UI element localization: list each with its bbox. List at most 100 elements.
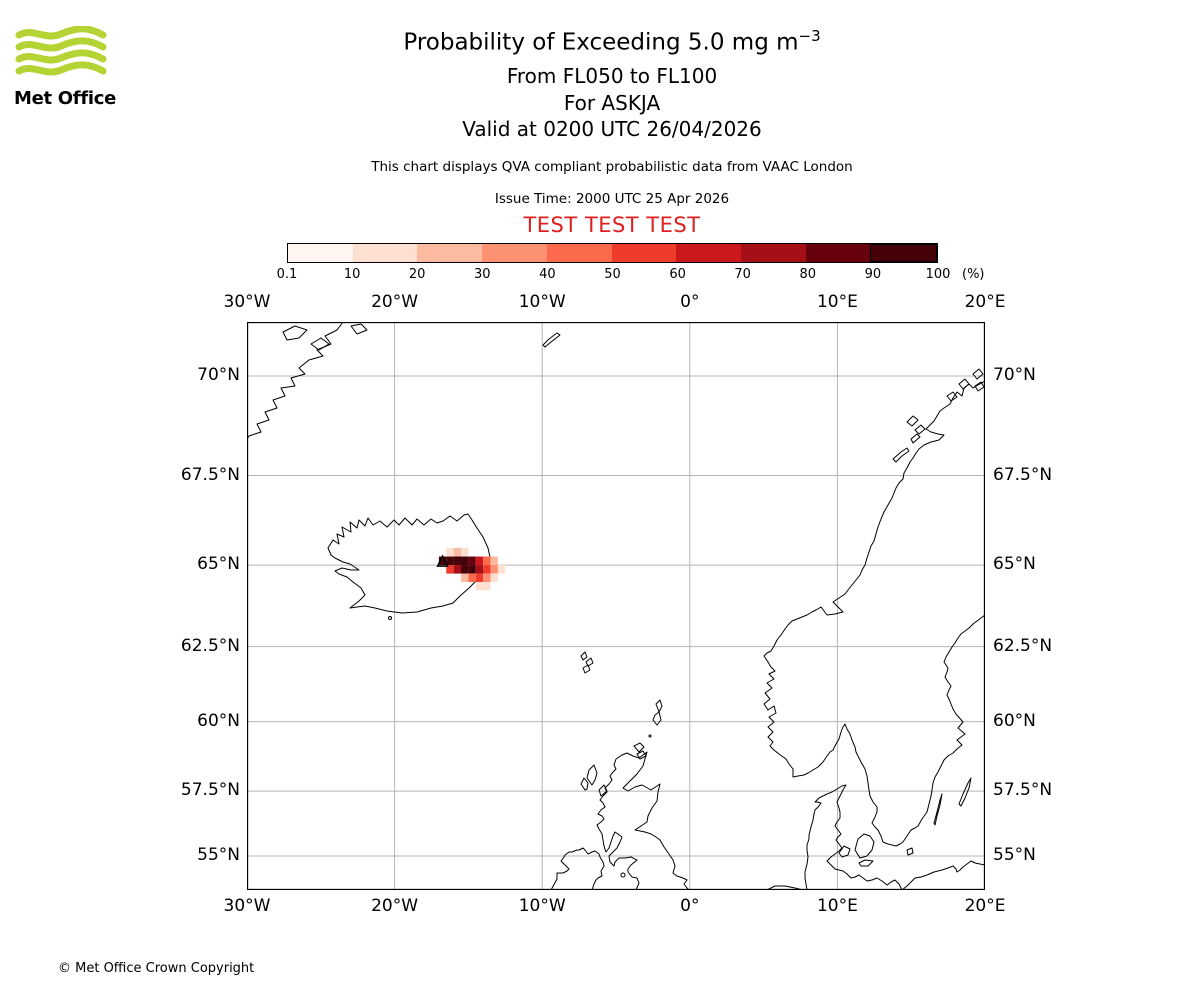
- lat-tick-label-right: 65°N: [993, 554, 1036, 575]
- colorbar-tick-label: 100: [925, 267, 951, 282]
- coastline-ireland: [550, 847, 605, 890]
- coastline-greenland: [247, 322, 344, 440]
- colorbar-segment: [482, 244, 547, 262]
- met-office-logo-text: Met Office: [14, 88, 117, 109]
- chart-title-text: Probability of Exceeding 5.0 mg m: [403, 29, 799, 56]
- ash-cell: [453, 565, 462, 574]
- colorbar-tick-label: 40: [539, 267, 556, 282]
- coastline-shetland-2: [652, 711, 662, 726]
- coastline-scandinavia: [763, 380, 985, 847]
- ash-cell: [483, 565, 491, 574]
- logo-waves: [15, 26, 107, 76]
- coastline-vesteralen-1: [906, 415, 919, 427]
- colorbar-tick-label: 0.1: [276, 267, 298, 282]
- ash-cell: [468, 565, 476, 574]
- lat-tick-label-right: 62.5°N: [993, 635, 1053, 656]
- coastline-baltic-south: [901, 860, 985, 890]
- ash-cell: [490, 565, 498, 574]
- chart-title-exponent: −3: [798, 27, 821, 45]
- coastline-hebrides-uist: [580, 777, 589, 791]
- colorbar-segment: [611, 244, 677, 262]
- volcano-triangle-icon: [436, 554, 449, 567]
- lat-tick-label-left: 55°N: [197, 844, 240, 865]
- lon-tick-label-top: 30°W: [223, 292, 271, 312]
- coastline-senja: [946, 391, 958, 402]
- map-svg: [247, 322, 985, 890]
- coastline-orkney-1: [633, 742, 645, 753]
- colorbar-segment: [740, 244, 806, 262]
- flight-level-line: From FL050 to FL100: [506, 64, 718, 88]
- coastline-german-bight: [766, 885, 804, 890]
- coastline-lofoten-2: [910, 433, 921, 444]
- chart-title: Probability of Exceeding 5.0 mg m−3: [212, 27, 1012, 56]
- ash-cell: [475, 581, 484, 591]
- ash-cell: [461, 547, 469, 557]
- lon-tick-label-top: 20°E: [964, 292, 1006, 312]
- colorbar-segment: [870, 244, 938, 262]
- lon-tick-label-top: 20°W: [371, 292, 419, 312]
- coastline-fyn: [838, 845, 851, 858]
- lon-tick-label-bottom: 20°W: [371, 896, 419, 916]
- colorbar-segment: [288, 244, 353, 262]
- colorbar-segment: [805, 244, 871, 262]
- colorbar-tick-label: 10: [343, 267, 361, 282]
- lat-tick-label-right: 60°N: [993, 710, 1036, 731]
- coastline-greenland-island-3: [350, 323, 368, 335]
- lat-tick-label-right: 67.5°N: [993, 464, 1053, 485]
- lon-tick-label-top: 0°: [680, 292, 700, 312]
- colorbar-tick-label: 20: [408, 267, 426, 282]
- coastline-shetland-1: [655, 699, 663, 713]
- coastline-vesteralen-2: [914, 424, 926, 435]
- ash-cell: [446, 556, 454, 566]
- lon-tick-label-top: 10°W: [518, 292, 566, 312]
- coastline-faroes-2: [585, 657, 594, 667]
- ash-cell: [438, 556, 447, 566]
- coastline-vestmannaeyjar: [388, 616, 392, 620]
- volcano-line: For ASKJA: [563, 91, 661, 115]
- coastline-greenland-island-1: [282, 325, 308, 341]
- ash-cell: [453, 556, 462, 566]
- ash-cell: [475, 556, 484, 566]
- coastline-lolland: [858, 859, 874, 867]
- lat-tick-label-right: 70°N: [993, 365, 1036, 385]
- ash-cell: [453, 547, 462, 557]
- coastline-jan-mayen: [542, 332, 561, 348]
- coastline-fair-isle: [648, 734, 652, 738]
- lon-tick-label-bottom: 10°W: [518, 896, 566, 916]
- coastline-isle-of-man: [620, 872, 626, 878]
- map-frame: [247, 322, 985, 890]
- coastlines-layer: [247, 322, 985, 890]
- coastline-jutland: [804, 784, 903, 890]
- ash-cell: [468, 556, 476, 566]
- ash-cell: [461, 565, 469, 574]
- ash-cell: [475, 573, 484, 582]
- lon-tick-label-bottom: 20°E: [964, 896, 1006, 916]
- lon-tick-label-top: 10°E: [816, 292, 858, 312]
- lon-tick-label-bottom: 30°W: [223, 896, 271, 916]
- test-banner: TEST TEST TEST: [523, 213, 701, 237]
- issue-time-line: Issue Time: 2000 UTC 25 Apr 2026: [494, 191, 730, 207]
- volcano-marker: [436, 554, 449, 567]
- ash-cell: [483, 573, 491, 582]
- colorbar-segment: [546, 244, 612, 262]
- coastline-troms-island-1: [958, 378, 970, 390]
- colorbar-tick-label: 70: [734, 267, 751, 282]
- copyright: © Met Office Crown Copyright: [58, 961, 255, 976]
- ash-cell: [446, 547, 454, 557]
- colorbar-unit-label: (%): [962, 267, 985, 282]
- lon-tick-label-bottom: 10°E: [816, 896, 858, 916]
- lat-tick-label-left: 70°N: [197, 365, 240, 385]
- colorbar-tick-label: 30: [474, 267, 491, 282]
- lat-tick-label-left: 60°N: [197, 710, 240, 731]
- ash-cell: [490, 556, 498, 566]
- coastline-zealand: [854, 833, 875, 859]
- qva-description: This chart displays QVA compliant probab…: [371, 159, 853, 175]
- coastline-lofoten-1: [892, 447, 910, 463]
- ash-cell: [461, 556, 469, 566]
- coastline-oland: [933, 793, 943, 826]
- coastline-gotland: [958, 777, 972, 807]
- coastline-troms-island-2: [972, 368, 984, 380]
- ash-cell: [483, 581, 491, 591]
- colorbar-tick-labels: 0.1 10 20 30 40 50 60 70 80 90 100: [277, 267, 951, 285]
- ash-cell: [468, 573, 476, 582]
